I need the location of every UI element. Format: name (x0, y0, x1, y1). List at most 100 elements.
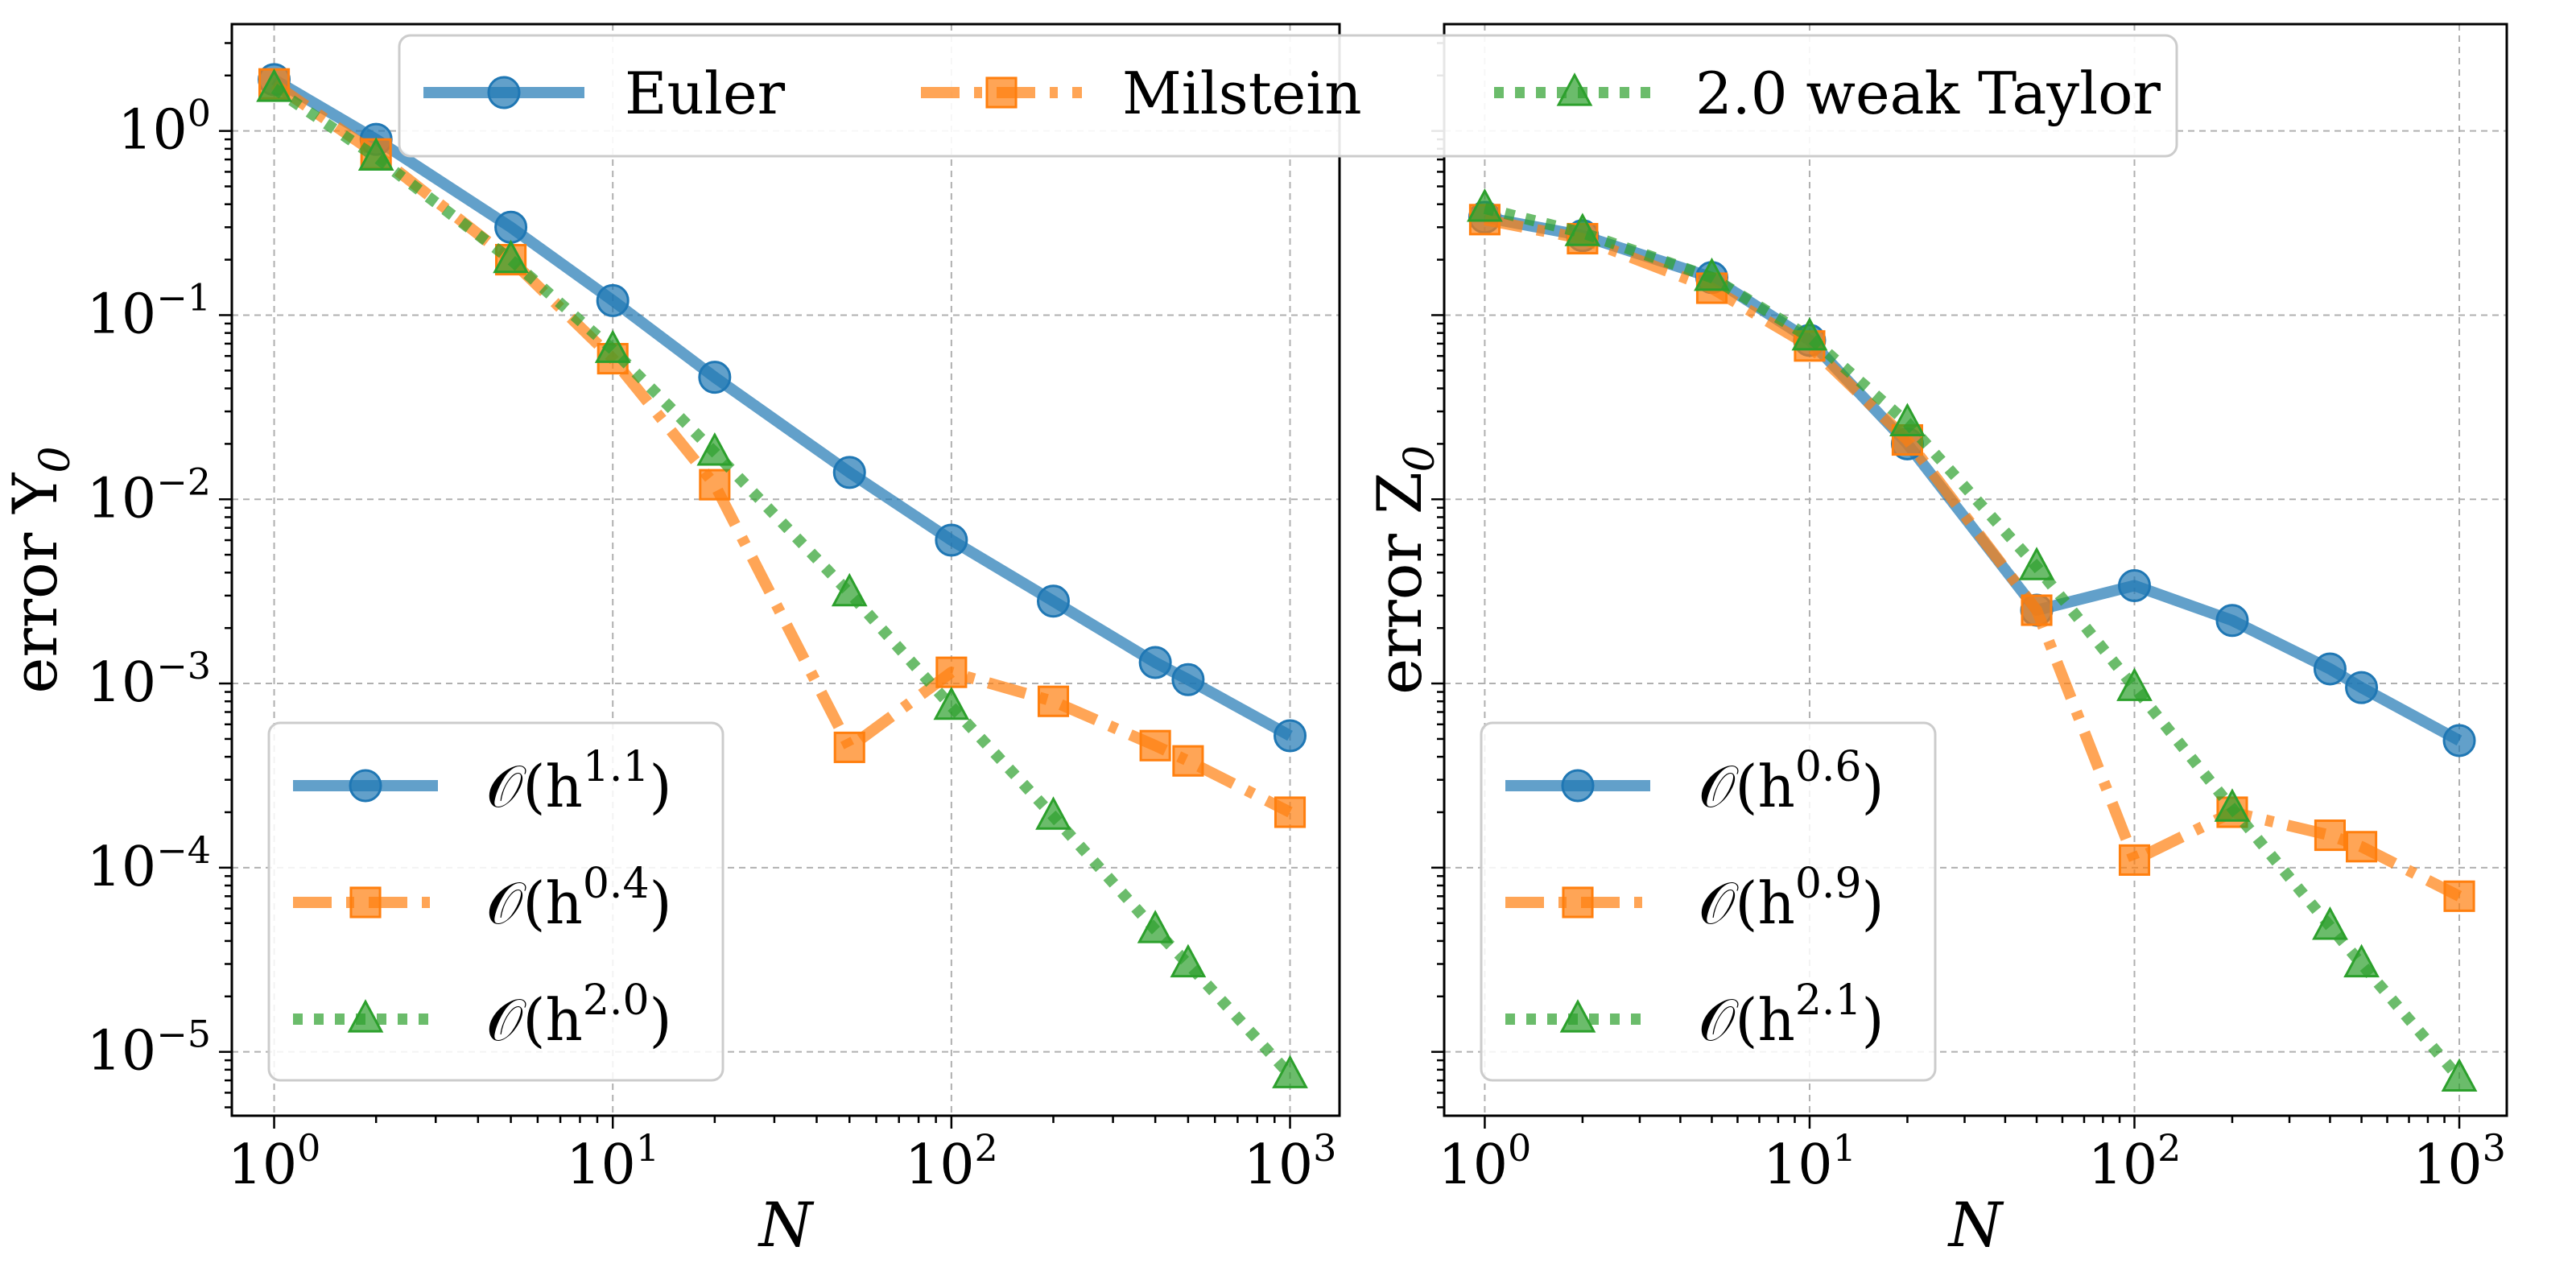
legend-label-exp: 0.4 (583, 860, 650, 908)
legend-label: 𝒪(h1.1) (486, 743, 672, 820)
data-point (2118, 844, 2151, 876)
legend-label-prefix: 𝒪(h (486, 869, 583, 937)
data-point (698, 361, 732, 394)
data-point (2441, 1058, 2478, 1092)
legend-label-prefix: 𝒪(h (1699, 869, 1795, 937)
x-axis-label-1: N (758, 1189, 815, 1261)
y-tick-label-base: 10 (87, 283, 157, 346)
data-point (1171, 663, 1205, 696)
data-point (831, 572, 868, 607)
data-point (256, 68, 292, 102)
y-tick-label-exp: −1 (156, 275, 211, 319)
legend-label-suffix: ) (650, 753, 672, 820)
data-point (2442, 724, 2476, 758)
figure-legend-box (398, 34, 2178, 158)
x-tick-label-base: 10 (228, 1133, 298, 1197)
axes-frame-2 (1443, 23, 2508, 1117)
y-axis-label-text: error Y (0, 473, 71, 694)
x-tick-label: 100 (1439, 1126, 1532, 1197)
series-line-euler (271, 74, 1293, 741)
figure-legend-marker (1556, 72, 1593, 106)
x-tick-label: 103 (2413, 1126, 2506, 1197)
y-axis-label-subscript: 0 (31, 446, 80, 473)
legend-marker (349, 886, 382, 919)
x-tick-label-exp: 0 (297, 1126, 320, 1170)
series-group-1 (256, 63, 1308, 1088)
y-axis-label-subscript: 0 (1396, 445, 1444, 472)
data-point (357, 137, 394, 171)
x-tick-label: 103 (1244, 1126, 1337, 1197)
data-point (596, 283, 630, 317)
data-point (2021, 594, 2053, 626)
legend-label-exp: 1.1 (583, 743, 650, 791)
data-point (2313, 652, 2347, 686)
x-tick-label: 102 (2088, 1126, 2182, 1197)
legend-label-prefix: 𝒪(h (1699, 986, 1795, 1054)
data-point (1170, 943, 1207, 978)
legend-panel-1: 𝒪(h1.1)𝒪(h0.4)𝒪(h2.0) (267, 721, 724, 1082)
y-axis-label-text: error Z (1364, 472, 1435, 695)
legend-label-exp: 0.6 (1795, 743, 1862, 791)
data-point (2117, 568, 2151, 602)
legend-label-prefix: 𝒪(h (486, 753, 583, 820)
y-tick-label-base: 10 (87, 1020, 157, 1084)
x-tick-label-base: 10 (1439, 1133, 1509, 1197)
data-point (1035, 796, 1071, 830)
data-point (2312, 906, 2348, 940)
y-tick-label: 10−5 (87, 1013, 211, 1084)
figure-legend: Euler Milstein 2.0 weak Taylor (398, 34, 2178, 158)
data-point (1889, 402, 1926, 436)
legend-label: 𝒪(h2.1) (1699, 976, 1885, 1054)
data-point (2343, 943, 2380, 978)
figure-legend-label: 2.0 weak Taylor (1695, 60, 2161, 127)
data-point (594, 329, 631, 363)
legend-label: 𝒪(h0.6) (1699, 743, 1885, 820)
series-line-euler (1484, 211, 2462, 746)
data-point (1037, 584, 1071, 618)
data-point (935, 656, 968, 688)
y-axis-label-2: error Z0 (1364, 445, 1444, 695)
data-point (933, 686, 970, 720)
x-tick-label-exp: 2 (974, 1126, 997, 1170)
x-tick-label-base: 10 (1244, 1133, 1314, 1197)
data-point (2018, 547, 2055, 580)
x-tick-label: 102 (905, 1126, 998, 1197)
data-point (833, 731, 865, 763)
data-point (2314, 819, 2346, 852)
x-tick-label-base: 10 (2088, 1133, 2158, 1197)
legend-label: 𝒪(h2.0) (486, 976, 672, 1054)
x-tick-label: 100 (228, 1126, 321, 1197)
series-line-milstein (270, 79, 1293, 818)
x-axis-label-2: N (1947, 1189, 2004, 1261)
data-point (1467, 188, 1503, 222)
x-tick-label: 101 (1763, 1126, 1856, 1197)
data-point (2346, 831, 2378, 863)
x-tick-label-exp: 1 (1833, 1126, 1856, 1170)
legend-label-exp: 0.9 (1795, 860, 1862, 908)
legend-label-suffix: ) (1862, 753, 1885, 820)
y-tick-label: 10−1 (87, 275, 211, 346)
y-tick-label-exp: −5 (156, 1013, 211, 1056)
figure-legend-marker (487, 76, 521, 109)
x-tick-label-exp: 1 (636, 1126, 659, 1170)
series-group-2 (1467, 188, 2478, 1092)
legend-label-prefix: 𝒪(h (1699, 753, 1795, 820)
legend-marker (349, 769, 382, 803)
data-point (1791, 316, 1828, 351)
y-tick-label-exp: −3 (156, 644, 211, 687)
x-tick-label-base: 10 (1763, 1133, 1833, 1197)
data-point (494, 210, 528, 244)
data-point (1274, 796, 1307, 828)
data-point (2116, 667, 2153, 701)
data-point (2443, 880, 2475, 912)
legend-label-suffix: ) (650, 986, 672, 1054)
x-tick-label-exp: 0 (1508, 1126, 1531, 1170)
figure-legend-label: Euler (625, 60, 786, 127)
x-tick-label-base: 10 (905, 1133, 975, 1197)
legend-label-prefix: 𝒪(h (486, 986, 583, 1054)
plot-panel-1: 100 101 102 10310010−110−210−310−410−5Nerro… (0, 23, 1341, 1261)
legend-box (1480, 721, 1937, 1082)
legend-marker (1561, 769, 1595, 803)
